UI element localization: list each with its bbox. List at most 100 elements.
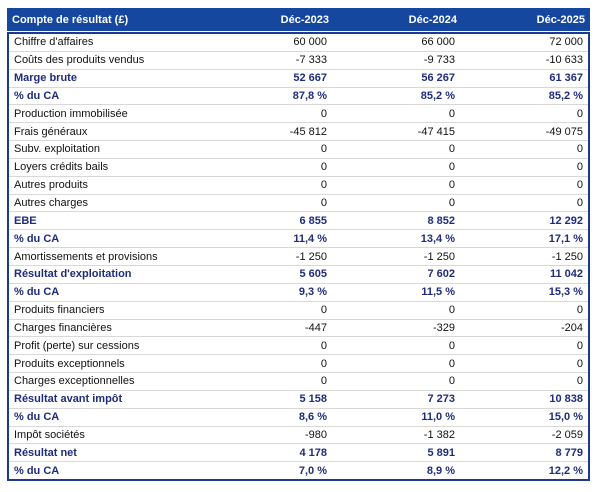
income-statement-table: Compte de résultat (£) Déc-2023 Déc-2024… xyxy=(7,8,590,481)
row-value: 0 xyxy=(576,375,583,388)
row-value: 0 xyxy=(576,179,583,192)
row-value: 11,0 % xyxy=(421,411,455,424)
row-value: 61 367 xyxy=(549,72,583,85)
row-value: 0 xyxy=(320,357,327,370)
row-label: % du CA xyxy=(14,232,60,245)
row-label: Marge brute xyxy=(14,72,77,85)
row-value: 9,3 % xyxy=(298,286,327,299)
table-row: Production immobilisée 0 0 0 xyxy=(9,105,588,124)
row-value: -45 812 xyxy=(289,125,327,138)
row-value: 0 xyxy=(320,304,327,317)
table-row: Frais généraux -45 812 -47 415 -49 075 xyxy=(9,123,588,142)
row-value: 13,4 % xyxy=(420,232,455,245)
row-value: 5 605 xyxy=(299,268,327,281)
table-row: Résultat net 4 178 5 891 8 779 xyxy=(9,444,588,463)
row-value: -2 059 xyxy=(551,428,583,441)
row-value: -10 633 xyxy=(545,54,583,67)
row-value: 12,2 % xyxy=(548,464,583,477)
row-value: 0 xyxy=(576,339,583,352)
row-label: EBE xyxy=(14,214,37,227)
row-value: 11,5 % xyxy=(421,286,455,299)
row-label: Autres produits xyxy=(14,179,88,192)
row-label: Résultat d'exploitation xyxy=(14,268,132,281)
row-value: -1 250 xyxy=(423,250,455,263)
row-value: 8,9 % xyxy=(426,464,455,477)
table-row: % du CA 11,4 % 13,4 % 17,1 % xyxy=(9,230,588,249)
row-value: 0 xyxy=(448,304,455,317)
row-value: 7 602 xyxy=(427,268,455,281)
row-value: 8 852 xyxy=(427,214,455,227)
row-value: -204 xyxy=(560,321,583,334)
row-value: 0 xyxy=(320,197,327,210)
row-value: 0 xyxy=(448,357,455,370)
table-row: Amortissements et provisions -1 250 -1 250… xyxy=(9,248,588,266)
table-row: Charges exceptionnelles 0 0 0 xyxy=(9,373,588,391)
table-row: % du CA 9,3 % 11,5 % 15,3 % xyxy=(9,283,588,302)
row-value: 15,3 % xyxy=(548,286,583,299)
row-label: Coûts des produits vendus xyxy=(14,54,145,67)
row-label: % du CA xyxy=(14,286,60,299)
row-value: 11 042 xyxy=(549,268,583,281)
row-value: 0 xyxy=(576,357,583,370)
table-row: Résultat avant impôt 5 158 7 273 10 838 xyxy=(9,390,588,409)
row-value: -447 xyxy=(304,321,327,334)
row-label: % du CA xyxy=(14,89,60,102)
row-value: 7,0 % xyxy=(298,464,327,477)
row-value: 12 292 xyxy=(549,214,583,227)
row-value: 0 xyxy=(448,179,455,192)
row-value: 0 xyxy=(576,304,583,317)
row-value: 0 xyxy=(320,107,327,120)
row-value: -1 382 xyxy=(423,428,455,441)
table-body: Chiffre d'affaires 60 000 66 000 72 000 Coût… xyxy=(7,32,590,481)
table-row: Résultat d'exploitation 5 605 7 602 11 042 xyxy=(9,265,588,284)
row-value: 0 xyxy=(448,197,455,210)
row-value: -329 xyxy=(432,321,455,334)
row-value: 11,4 % xyxy=(293,232,327,245)
row-label: Frais généraux xyxy=(14,125,88,138)
table-row: Impôt sociétés -980 -1 382 -2 059 xyxy=(9,426,588,445)
row-value: 10 838 xyxy=(549,393,583,406)
row-value: 66 000 xyxy=(421,36,455,49)
row-value: 85,2 % xyxy=(420,89,455,102)
table-row: % du CA 87,8 % 85,2 % 85,2 % xyxy=(9,87,588,106)
table-row: Loyers crédits bails 0 0 0 xyxy=(9,158,588,177)
row-label: Résultat net xyxy=(14,446,77,459)
table-row: Autres charges 0 0 0 xyxy=(9,194,588,213)
row-value: 0 xyxy=(576,161,583,174)
row-value: 7 273 xyxy=(427,393,455,406)
column-header-dec-2023: Déc-2023 xyxy=(280,13,329,26)
row-label: % du CA xyxy=(14,411,60,424)
table-row: Chiffre d'affaires 60 000 66 000 72 000 xyxy=(9,34,588,52)
row-value: -9 733 xyxy=(423,54,455,67)
column-header-dec-2025: Déc-2025 xyxy=(536,13,585,26)
row-label: Profit (perte) sur cessions xyxy=(14,339,140,352)
row-value: 0 xyxy=(320,339,327,352)
row-value: 0 xyxy=(448,375,455,388)
row-value: 5 158 xyxy=(299,393,327,406)
row-value: -7 333 xyxy=(295,54,327,67)
row-value: 6 855 xyxy=(299,214,327,227)
column-header-title: Compte de résultat (£) xyxy=(12,13,129,26)
row-label: Amortissements et provisions xyxy=(14,250,158,263)
row-value: 87,8 % xyxy=(292,89,327,102)
table-row: % du CA 8,6 % 11,0 % 15,0 % xyxy=(9,408,588,427)
row-value: 0 xyxy=(448,161,455,174)
table-row: Charges financières -447 -329 -204 xyxy=(9,319,588,338)
row-value: 0 xyxy=(576,107,583,120)
row-value: 0 xyxy=(576,143,583,156)
table-row: Marge brute 52 667 56 267 61 367 xyxy=(9,69,588,88)
column-header-dec-2024: Déc-2024 xyxy=(408,13,457,26)
row-label: Charges financières xyxy=(14,321,112,334)
table-row: Subv. exploitation 0 0 0 xyxy=(9,141,588,159)
row-value: 8 779 xyxy=(555,446,583,459)
row-label: Chiffre d'affaires xyxy=(14,36,94,49)
row-value: 0 xyxy=(448,143,455,156)
row-value: 8,6 % xyxy=(298,411,327,424)
row-label: Résultat avant impôt xyxy=(14,393,123,406)
row-label: Produits financiers xyxy=(14,304,105,317)
row-label: % du CA xyxy=(14,464,60,477)
table-row: Produits exceptionnels 0 0 0 xyxy=(9,355,588,374)
row-value: 85,2 % xyxy=(548,89,583,102)
row-label: Charges exceptionnelles xyxy=(14,375,135,388)
